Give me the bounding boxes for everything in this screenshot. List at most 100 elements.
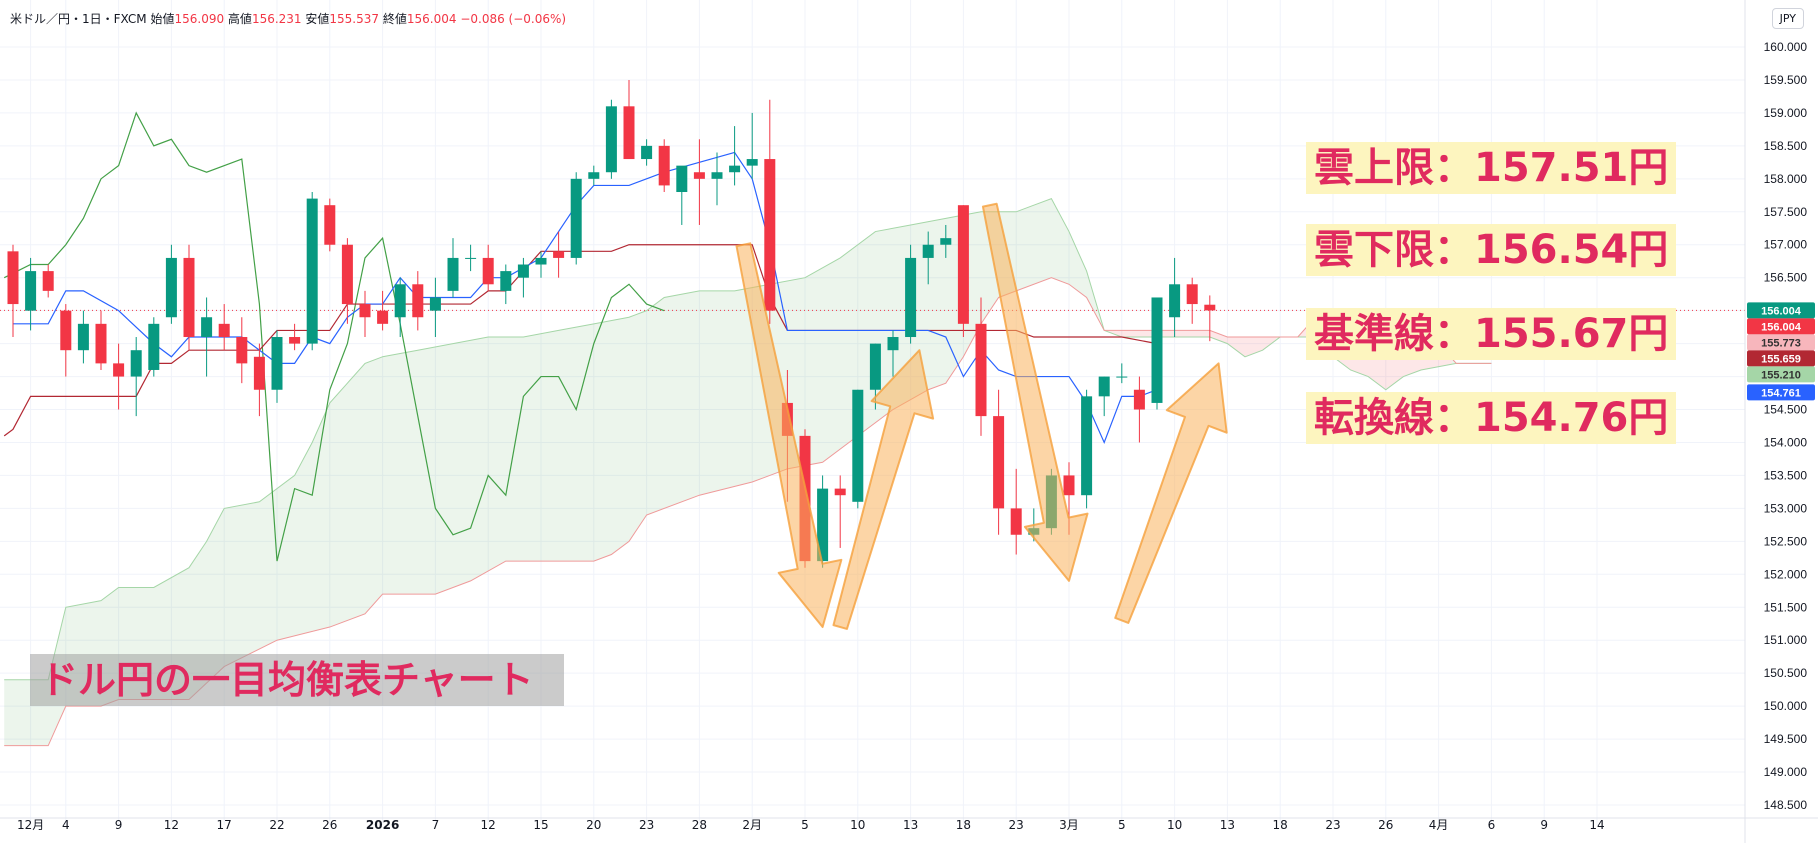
price-tag-label: 156.004 (1761, 321, 1802, 333)
price-tick-label: 152.000 (1764, 567, 1808, 581)
low-value: 155.537 (329, 12, 380, 26)
chart-overlay-title: ドル円の一目均衡表チャート (30, 654, 564, 706)
arrow-down-icon (981, 202, 1089, 582)
candle-body (676, 165, 688, 193)
time-tick-label: 23 (639, 818, 654, 832)
candle-body (377, 310, 389, 324)
price-tag-bg (1747, 318, 1815, 335)
time-tick-label: 18 (1273, 818, 1288, 832)
candle (447, 238, 459, 298)
change-value: −0.086 (−0.06%) (460, 12, 567, 26)
candle-body (447, 257, 459, 291)
candle-body (42, 271, 54, 291)
candle (1204, 295, 1216, 342)
price-tag-bg (1747, 366, 1815, 383)
time-tick-label: 18 (956, 818, 971, 832)
candle (676, 165, 688, 225)
candle-body (130, 350, 142, 377)
candle-body (553, 251, 565, 258)
price-tag-label: 155.773 (1761, 337, 1801, 349)
candle (940, 224, 952, 258)
candle (95, 310, 107, 370)
candle-body (500, 271, 512, 291)
time-tick-label: 2026 (366, 818, 399, 832)
candle-body (834, 488, 846, 496)
price-tags: 156.004 156.004 155.773 155.659 155.210 154.7… (1747, 302, 1815, 401)
price-tick-label: 156.500 (1764, 271, 1808, 285)
time-tick-label: 14 (1589, 818, 1604, 832)
candle-body (1116, 376, 1128, 378)
candle (570, 172, 582, 265)
candle-body (289, 337, 301, 344)
time-tick-label: 4月 (1429, 818, 1449, 832)
price-tick-label: 150.500 (1764, 666, 1808, 680)
candle-body (25, 271, 37, 311)
candle-body (1063, 475, 1075, 496)
candle-body (852, 389, 864, 502)
time-tick-label: 15 (533, 818, 548, 832)
candle-body (482, 257, 494, 285)
symbol-header: 米ドル／円・1日・FXCM 始値156.090 高値156.231 安値155.… (10, 10, 566, 27)
arrow-down-icon (735, 242, 843, 629)
candle-body (1186, 284, 1198, 305)
candle (289, 323, 301, 351)
chikou-span-line (3, 111, 665, 562)
time-tick-label: 13 (1220, 818, 1235, 832)
candle-body (1169, 284, 1181, 318)
senkou-span-a-line (4, 197, 1492, 681)
candle (236, 317, 248, 384)
candle (165, 244, 177, 324)
price-tick-label: 149.000 (1764, 765, 1808, 779)
candle-body (729, 165, 741, 173)
price-tick-label: 151.000 (1764, 633, 1808, 647)
candle (658, 139, 670, 193)
candle (764, 99, 776, 324)
candle (253, 343, 265, 417)
candle-body (641, 145, 653, 160)
time-tick-label: 26 (322, 818, 337, 832)
price-tick-label: 158.000 (1764, 172, 1808, 186)
price-tag: 154.761 (1747, 384, 1815, 401)
candle-body (253, 356, 265, 390)
price-tick-label: 157.000 (1764, 238, 1808, 252)
candle-body (412, 284, 424, 318)
candle-body (1010, 508, 1022, 535)
candle (412, 271, 424, 331)
candle-body (535, 257, 547, 265)
candle-body (429, 297, 441, 311)
candle (588, 165, 600, 186)
candle-body (1151, 297, 1163, 403)
candle (834, 475, 846, 548)
candle-body (1098, 376, 1110, 397)
price-tick-label: 154.000 (1764, 435, 1808, 449)
price-tag-bg (1747, 350, 1815, 367)
candle-body (817, 488, 829, 562)
candle-body (887, 337, 899, 351)
candle-body (588, 172, 600, 179)
open-value: 156.090 (174, 12, 225, 26)
candle-body (7, 251, 19, 305)
candle-body (764, 159, 776, 311)
price-tag-bg (1747, 334, 1815, 351)
candle (218, 304, 230, 351)
annotation-kijun: 基準線：155.67円 (1306, 308, 1677, 360)
time-tick-label: 23 (1325, 818, 1340, 832)
price-tag: 156.004 (1747, 302, 1815, 319)
candle (341, 238, 353, 324)
time-tick-label: 22 (269, 818, 284, 832)
candle (130, 337, 142, 417)
price-tick-label: 158.500 (1764, 139, 1808, 153)
time-tick-label: 23 (1009, 818, 1024, 832)
price-tick-label: 159.500 (1764, 73, 1808, 87)
candle-body (658, 145, 670, 186)
price-tag: 155.773 (1747, 334, 1815, 351)
candle-body (306, 198, 318, 344)
currency-button[interactable]: JPY (1771, 8, 1804, 29)
candle-body (183, 257, 195, 338)
time-tick-label: 9 (1540, 818, 1548, 832)
price-tag-bg (1747, 302, 1815, 319)
candle (517, 257, 529, 298)
candle (201, 297, 213, 377)
price-tick-label: 160.000 (1764, 40, 1808, 54)
